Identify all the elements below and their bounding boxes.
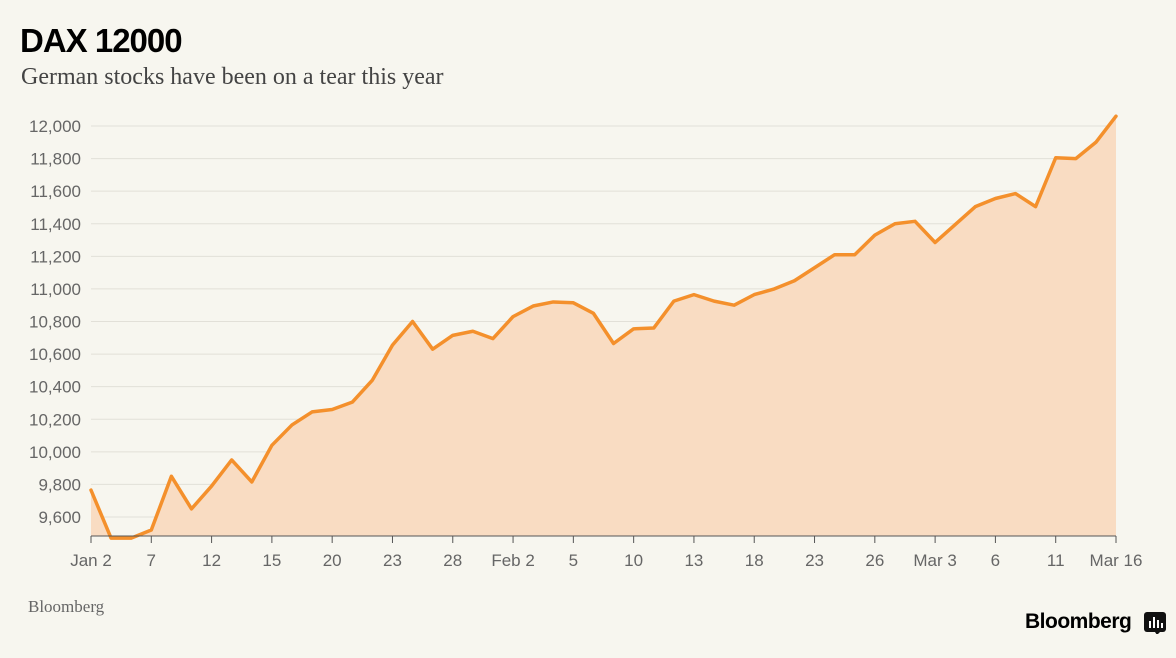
- x-tick-label: 6: [991, 551, 1000, 570]
- y-tick-label: 11,800: [30, 150, 81, 169]
- series-line: [89, 114, 1118, 540]
- x-tick-label: 11: [1047, 551, 1065, 570]
- x-tick-label: 23: [805, 551, 824, 570]
- x-tick-label: Mar 16: [1090, 551, 1143, 570]
- y-tick-label: 11,400: [30, 215, 81, 234]
- x-tick-label: 18: [745, 551, 764, 570]
- y-tick-label: 9,600: [38, 508, 81, 527]
- x-tick-label: Feb 2: [491, 551, 534, 570]
- x-tick-label: 7: [147, 551, 156, 570]
- x-tick-label: Mar 3: [913, 551, 956, 570]
- x-tick-label: 5: [569, 551, 578, 570]
- x-tick-label: 28: [443, 551, 462, 570]
- y-tick-label: 10,600: [29, 345, 81, 364]
- x-tick-label: Jan 2: [70, 551, 112, 570]
- area-fill: [91, 116, 1116, 539]
- y-axis: 9,600 9,800 10,000 10,200 10,400 10,600 10,800…: [29, 117, 81, 527]
- chart-bars-icon: [1144, 612, 1166, 634]
- dax-area-chart: 9,600 9,800 10,000 10,200 10,400 10,600 10,800…: [29, 114, 1142, 570]
- x-tick-label: 15: [262, 551, 281, 570]
- series-dax: [89, 114, 1118, 540]
- y-tick-label: 12,000: [29, 117, 81, 136]
- y-tick-label: 10,200: [29, 410, 81, 429]
- x-tick-label: 12: [202, 551, 221, 570]
- chart-subtitle: German stocks have been on a tear this y…: [21, 64, 444, 90]
- y-tick-label: 11,000: [30, 280, 81, 299]
- x-tick-label: 20: [323, 551, 342, 570]
- y-tick-label: 9,800: [38, 475, 81, 494]
- x-tick-label: 23: [383, 551, 402, 570]
- y-tick-label: 10,400: [29, 378, 81, 397]
- y-tick-label: 11,200: [30, 247, 81, 266]
- x-axis-ticks: Jan 2 7 12 15 20 23 28 Feb 2 5 10 13 18 23 26 Mar 3 6 11…: [70, 536, 1142, 570]
- brand-logo: Bloomberg: [1025, 610, 1132, 633]
- y-tick-label: 10,000: [29, 443, 81, 462]
- y-tick-label: 10,800: [29, 313, 81, 332]
- source-label: Bloomberg: [28, 597, 105, 616]
- x-tick-label: 26: [865, 551, 884, 570]
- x-tick-label: 13: [684, 551, 703, 570]
- x-tick-label: 10: [624, 551, 643, 570]
- chart-title: DAX 12000: [20, 22, 183, 59]
- y-tick-label: 11,600: [30, 182, 81, 201]
